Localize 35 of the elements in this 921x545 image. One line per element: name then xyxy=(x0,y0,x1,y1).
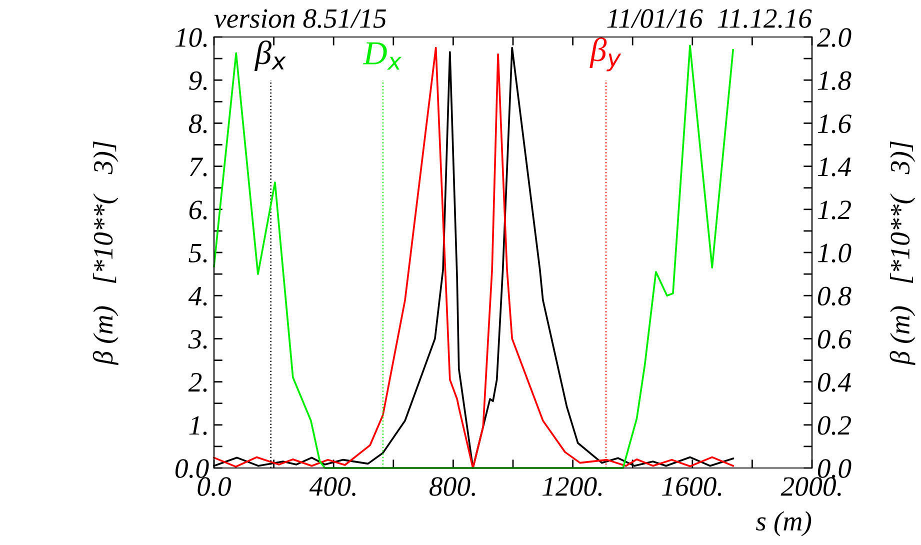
ref-line-label: β$_{y}$ xyxy=(590,37,622,72)
y2-tick-label: 0.2 xyxy=(818,416,851,435)
y-axis-title: β (m) [*10**( 3)] xyxy=(92,142,118,366)
y-tick-label: 8. xyxy=(188,114,207,134)
x-tick-label: 400. xyxy=(309,477,356,496)
y-tick-label: 0.0 xyxy=(175,459,209,478)
y2-tick-label: 1.6 xyxy=(818,114,852,134)
y-tick-label: 10. xyxy=(175,28,207,48)
x-tick-label: 2000. xyxy=(780,477,841,496)
ref-line-label: D$_{x}$ xyxy=(362,42,402,70)
x-axis-title: s (m) xyxy=(756,511,812,536)
y2-tick-label: 0.0 xyxy=(818,459,852,478)
y2-tick-label: 1.2 xyxy=(818,200,851,220)
y2-tick-label: 1.4 xyxy=(818,158,851,176)
y-tick-label: 2. xyxy=(188,373,207,392)
y2-tick-label: 0.8 xyxy=(818,286,852,306)
y-tick-label: 4. xyxy=(188,286,207,306)
x-tick-label: 800. xyxy=(429,477,475,496)
y-tick-label: 5. xyxy=(188,244,207,263)
y-tick-label: 1. xyxy=(189,416,207,435)
y-tick-label: 7. xyxy=(190,158,207,176)
text: 11/01/16 11.12.16 xyxy=(607,9,812,28)
y2-tick-label: 0.6 xyxy=(818,330,852,349)
y2-tick-label: 0.4 xyxy=(818,372,851,392)
y2-tick-label: 2.0 xyxy=(816,28,852,48)
y2-tick-label: 1.8 xyxy=(818,71,852,90)
ref-line-label: β$_{x}$ xyxy=(254,40,286,72)
y-tick-label: 6. xyxy=(189,200,207,220)
text: version 8.51/15 xyxy=(214,9,386,28)
y-tick-label: 3. xyxy=(188,330,207,349)
x-tick-label: 1600. xyxy=(662,477,722,496)
x-tick-label: 1200. xyxy=(542,477,602,496)
y2-tick-label: 1.0 xyxy=(818,244,852,263)
y2-axis-title: β (m) [*10**( 3)] xyxy=(890,142,916,366)
y-tick-label: 9. xyxy=(189,71,207,90)
